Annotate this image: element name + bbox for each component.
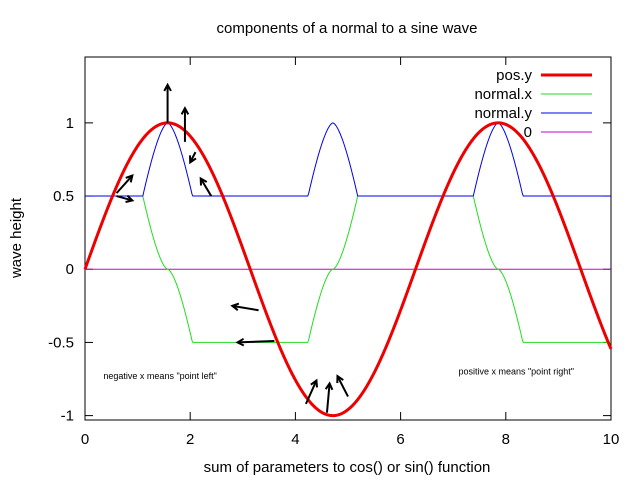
normal-arrow-head <box>336 374 344 384</box>
normal-arrow-head <box>324 381 334 391</box>
y-tick-label: -1 <box>61 408 74 425</box>
legend-label: pos.y <box>496 67 532 84</box>
x-tick-label: 10 <box>603 431 620 448</box>
normal-arrow-head <box>163 82 172 92</box>
normal-arrow-head <box>230 302 240 311</box>
normal-arrow <box>336 375 349 398</box>
chart-title: components of a normal to a sine wave <box>217 20 478 37</box>
annotation-text: negative x means "point left" <box>103 371 216 381</box>
y-tick-label: -0.5 <box>48 334 74 351</box>
normal-arrows <box>115 82 349 413</box>
normal-arrow-head <box>235 337 245 347</box>
x-tick-label: 2 <box>186 431 194 448</box>
plot-frame <box>84 56 612 421</box>
normal-arrow <box>305 380 318 405</box>
series-lines <box>83 121 613 418</box>
legend-label: normal.y <box>474 105 532 122</box>
normal-arrow-head <box>199 176 208 186</box>
normal-arrow-head <box>189 155 197 165</box>
annotation-text: positive x means "point right" <box>458 367 573 377</box>
normal-arrow <box>232 304 259 312</box>
series-line-normal-x <box>85 195 611 343</box>
y-axis-label: wave height <box>8 197 25 279</box>
normal-arrow-head <box>310 378 318 388</box>
normal-arrow-head <box>125 194 135 204</box>
axis-ticks: 0 2 4 6 8 10 -1 -0.5 0 0.5 1 <box>48 57 619 448</box>
normal-arrow-head <box>125 174 134 183</box>
y-tick-label: 0.5 <box>53 188 74 205</box>
legend: pos.y normal.x normal.y 0 <box>474 67 592 141</box>
normal-arrow <box>325 383 331 413</box>
x-tick-label: 0 <box>81 431 89 448</box>
x-tick-label: 6 <box>396 431 404 448</box>
plot-area <box>84 56 612 421</box>
legend-label: normal.x <box>474 86 532 103</box>
annotations: negative x means "point left" positive x … <box>103 367 574 381</box>
x-tick-label: 8 <box>502 431 510 448</box>
legend-label: 0 <box>524 124 532 141</box>
series-line-pos-y <box>83 121 613 418</box>
x-tick-label: 4 <box>291 431 299 448</box>
x-axis-label: sum of parameters to cos() or sin() func… <box>204 459 491 476</box>
normal-arrow-head <box>180 106 190 115</box>
y-tick-label: 0 <box>66 261 74 278</box>
series-line-normal-y <box>85 122 611 197</box>
normal-arrow <box>237 339 275 344</box>
normal-arrow <box>199 177 213 197</box>
normal-arrow <box>115 174 134 194</box>
y-tick-label: 1 <box>66 115 74 132</box>
normal-arrow <box>116 195 133 202</box>
